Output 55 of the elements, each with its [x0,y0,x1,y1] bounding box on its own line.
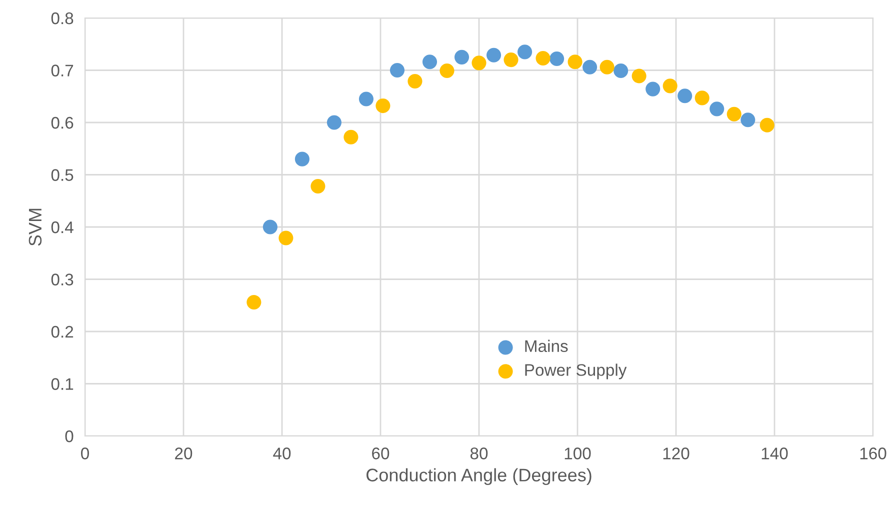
point [472,56,486,70]
point [726,106,742,122]
y-tick-label: 0.6 [51,116,74,129]
point [568,54,582,70]
point [710,102,724,116]
point [262,220,278,234]
y-tick-label: 0.8 [51,12,74,24]
point [454,50,470,64]
y-axis-title: SVM [28,208,42,246]
point [246,294,262,310]
y-tick-label: 0.1 [51,378,74,390]
point [760,118,774,132]
point [694,90,710,106]
x-tick-label: 80 [470,448,488,460]
x-tick-label: 20 [175,448,192,460]
point [614,63,628,78]
point [408,74,422,89]
x-tick-label: 160 [860,448,886,460]
y-tick-label: 0.5 [51,169,74,181]
point [536,50,550,66]
point [344,130,358,144]
x-tick-label: 120 [663,448,690,460]
y-tick-label: 0.2 [51,326,74,338]
point [358,92,374,106]
point [390,62,405,78]
x-tick-label: 140 [762,448,788,460]
point [740,112,756,128]
point [504,52,518,68]
point [646,82,660,96]
point [550,51,564,66]
point [422,54,438,70]
y-tick-label: 0.7 [51,64,74,76]
point [294,152,310,166]
x-tick-label: 0 [81,448,89,460]
point [310,178,326,194]
x-axis-title: Conduction Angle (Degrees) [366,468,592,486]
point [518,44,532,60]
point [440,63,454,78]
x-tick-label: 60 [372,448,390,460]
point [486,48,502,62]
legend-label: Power Supply [525,364,627,380]
point [632,68,646,84]
x-tick-label: 40 [273,448,291,460]
x-tick-label: 100 [564,448,591,460]
point [662,78,678,94]
point [278,230,294,246]
point [678,88,692,104]
y-tick-label: 0 [65,430,74,442]
y-tick-label: 0.3 [51,274,74,286]
point [582,60,598,74]
point [326,115,342,130]
point [600,60,614,74]
point [376,98,390,114]
legend-label: Mains [525,340,568,352]
y-tick-label: 0.4 [51,221,74,234]
